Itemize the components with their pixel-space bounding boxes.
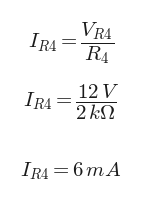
Text: $I_{R4} = \dfrac{V_{R4}}{R_4}$: $I_{R4} = \dfrac{V_{R4}}{R_4}$: [28, 20, 114, 66]
Text: $I_{R4} = 6\,mA$: $I_{R4} = 6\,mA$: [20, 161, 121, 182]
Text: $I_{R4} = \dfrac{12\,V}{2\,k\Omega}$: $I_{R4} = \dfrac{12\,V}{2\,k\Omega}$: [23, 83, 119, 122]
